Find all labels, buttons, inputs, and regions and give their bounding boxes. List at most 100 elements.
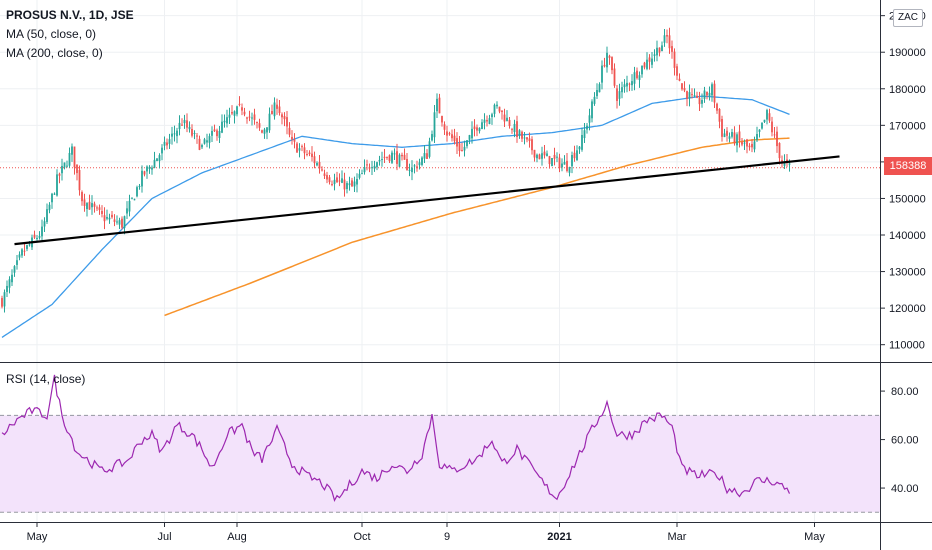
candle (16, 255, 18, 270)
candle (651, 51, 653, 69)
candle (21, 248, 23, 258)
candle (13, 265, 16, 277)
candle (476, 124, 478, 137)
candle (493, 103, 496, 118)
candle (541, 146, 543, 166)
candle (721, 115, 723, 142)
candle (241, 103, 243, 116)
candle (251, 112, 253, 126)
ma200-legend[interactable]: MA (200, close, 0) (6, 46, 103, 60)
candle (148, 165, 151, 174)
candle (243, 107, 246, 117)
candle (593, 92, 596, 106)
candle (416, 160, 418, 172)
candle (578, 146, 581, 154)
candle (131, 197, 133, 200)
rsi-tick-label: 40.00 (891, 483, 919, 495)
candle (618, 83, 621, 106)
candle (276, 98, 278, 115)
candle (171, 126, 173, 145)
candle (736, 132, 738, 153)
candle (66, 160, 68, 168)
rsi-axis[interactable]: 80.00 60.00 40.00 (880, 386, 919, 495)
candle (313, 151, 316, 169)
time-tick-label: Aug (227, 531, 247, 543)
candle (338, 173, 341, 187)
candle (568, 166, 571, 177)
trendline[interactable] (14, 155, 840, 246)
candle (323, 169, 326, 180)
candle (638, 71, 641, 88)
candle (616, 84, 618, 109)
candle (738, 124, 741, 148)
candle (73, 146, 76, 175)
candle (408, 163, 411, 177)
candle (548, 155, 551, 169)
candle (261, 129, 263, 134)
candle (158, 153, 161, 169)
time-tick-label: Jul (157, 531, 171, 543)
candle (163, 136, 166, 151)
candle (413, 164, 416, 174)
candle (81, 190, 83, 206)
candle (698, 91, 701, 112)
candle (266, 127, 268, 140)
candle (223, 114, 226, 128)
candle (731, 128, 733, 139)
candle (41, 219, 43, 242)
candle (453, 128, 456, 145)
time-tick-label: 9 (444, 531, 450, 543)
candle (543, 144, 546, 159)
candle (726, 127, 728, 142)
candle (201, 143, 203, 149)
currency-button[interactable]: ZAC (893, 9, 923, 27)
ma50-legend[interactable]: MA (50, close, 0) (6, 27, 97, 41)
time-axis[interactable]: May Jul Aug Oct 9 2021 Mar May (27, 522, 826, 543)
rsi-legend[interactable]: RSI (14, close) (6, 372, 86, 386)
candle (221, 114, 223, 134)
candle (98, 204, 101, 215)
candle (508, 117, 511, 129)
symbol-title[interactable]: PROSUS N.V., 1D, JSE (6, 8, 134, 22)
candle (513, 119, 516, 138)
candle (368, 163, 371, 173)
chart-legend: PROSUS N.V., 1D, JSE MA (50, close, 0) M… (6, 6, 134, 63)
candle (96, 205, 98, 211)
price-tick-label: 150000 (889, 193, 926, 205)
candle (53, 192, 56, 196)
candle (506, 110, 508, 122)
candle (483, 113, 486, 130)
candle (443, 121, 446, 136)
candle (146, 165, 148, 179)
candle (706, 91, 708, 100)
price-axis[interactable]: 2000001900001800001700001600001500001400… (880, 11, 926, 352)
candle (1, 295, 3, 309)
candle (511, 127, 513, 134)
candle (696, 91, 698, 99)
candle (116, 215, 118, 225)
candle (308, 150, 311, 157)
candle (203, 137, 206, 145)
candle (761, 122, 763, 130)
candle (563, 155, 566, 165)
candle (456, 132, 458, 155)
candle (246, 116, 248, 124)
candle (436, 93, 438, 118)
candle (388, 154, 391, 163)
time-tick-label: May (27, 531, 48, 543)
candle (758, 129, 761, 138)
candle (51, 192, 53, 209)
candle (283, 112, 286, 127)
candle (423, 145, 426, 164)
candle (306, 149, 308, 157)
candle (746, 138, 748, 154)
time-tick-label: Mar (668, 531, 687, 543)
candle (406, 153, 408, 171)
candle (26, 244, 28, 252)
candle (6, 280, 8, 298)
candle (191, 124, 193, 138)
candle (393, 148, 396, 160)
candle (193, 130, 196, 140)
candle (161, 144, 163, 161)
